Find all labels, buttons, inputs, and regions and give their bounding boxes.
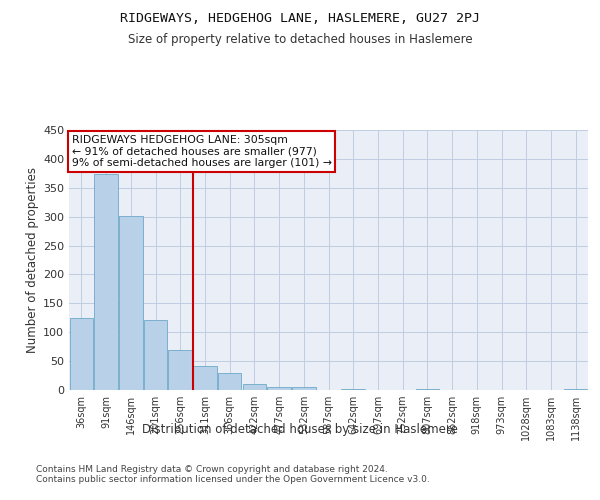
Bar (268, 387, 291, 390)
Text: RIDGEWAYS HEDGEHOG LANE: 305sqm
← 91% of detached houses are smaller (977)
9% of: RIDGEWAYS HEDGEHOG LANE: 305sqm ← 91% of… (71, 135, 332, 168)
Bar (119, 216, 143, 390)
Bar (144, 320, 167, 390)
Bar (341, 389, 365, 390)
Bar (94, 174, 118, 390)
Text: Contains HM Land Registry data © Crown copyright and database right 2024.
Contai: Contains HM Land Registry data © Crown c… (36, 465, 430, 484)
Bar (292, 386, 316, 390)
Text: Size of property relative to detached houses in Haslemere: Size of property relative to detached ho… (128, 32, 472, 46)
Text: RIDGEWAYS, HEDGEHOG LANE, HASLEMERE, GU27 2PJ: RIDGEWAYS, HEDGEHOG LANE, HASLEMERE, GU2… (120, 12, 480, 26)
Bar (242, 384, 266, 390)
Bar (70, 318, 93, 390)
Y-axis label: Number of detached properties: Number of detached properties (26, 167, 39, 353)
Bar (193, 366, 217, 390)
Bar (169, 350, 192, 390)
Text: Distribution of detached houses by size in Haslemere: Distribution of detached houses by size … (142, 422, 458, 436)
Bar (218, 373, 241, 390)
